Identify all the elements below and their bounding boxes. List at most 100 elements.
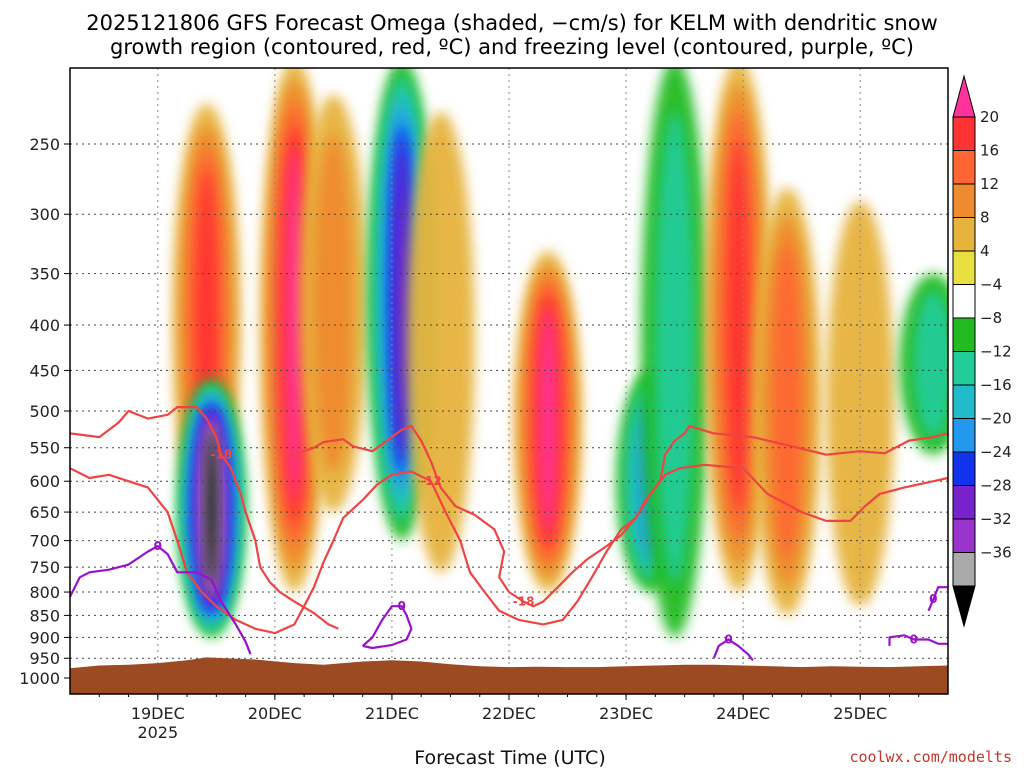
colorbar-segment xyxy=(952,150,976,185)
colorbar-segment xyxy=(952,418,976,453)
omega-feature xyxy=(826,201,895,607)
y-tick-label: 350 xyxy=(29,265,60,284)
y-tick-label: 900 xyxy=(29,628,60,647)
y-tick-label: 600 xyxy=(29,472,60,491)
omega-band xyxy=(913,290,948,438)
chart-title-line2: growth region (contoured, red, ºC) and f… xyxy=(110,35,914,59)
y-tick-label: 250 xyxy=(29,135,60,154)
omega-feature xyxy=(753,187,822,616)
colorbar-label: −32 xyxy=(980,510,1012,528)
colorbar-label: −28 xyxy=(980,477,1012,495)
colorbar-label: −16 xyxy=(980,376,1012,394)
y-tick-label: 650 xyxy=(29,503,60,522)
terrain xyxy=(70,657,948,694)
x-tick-label: 24DEC xyxy=(716,704,770,723)
omega-band xyxy=(826,201,895,607)
x-axis-label: Forecast Time (UTC) xyxy=(414,747,605,768)
x-tick-label: 19DEC xyxy=(131,704,185,723)
colorbar-segment xyxy=(952,116,976,151)
y-tick-label: 850 xyxy=(29,606,60,625)
x-tick-label: 21DEC xyxy=(365,704,419,723)
x-tick-label: 23DEC xyxy=(599,704,653,723)
omega-band xyxy=(773,244,802,559)
colorbar-segment xyxy=(952,183,976,218)
y-tick-label: 400 xyxy=(29,316,60,335)
y-tick-label: 750 xyxy=(29,558,60,577)
colorbar-label: 16 xyxy=(980,142,999,160)
colorbar-label: −4 xyxy=(980,276,1002,294)
omega-band xyxy=(539,307,557,536)
freezing-level-contour xyxy=(888,634,948,646)
colorbar-segment xyxy=(952,317,976,352)
colorbar-segment xyxy=(952,552,976,587)
freezing-level-contour-label: 0 xyxy=(724,633,732,647)
colorbar-label: −20 xyxy=(980,410,1012,428)
colorbar-segment xyxy=(952,284,976,319)
colorbar-label: −36 xyxy=(980,544,1012,562)
colorbar-label: −24 xyxy=(980,443,1012,461)
dendritic-contour xyxy=(70,406,339,630)
y-tick-label: 700 xyxy=(29,532,60,551)
dendritic-contour xyxy=(70,463,948,635)
freezing-level-contour xyxy=(361,605,413,650)
contours: -18 -18 -12 0 0 0 0 0 xyxy=(70,406,948,661)
omega-band xyxy=(206,428,217,588)
freezing-level-contour-label: 0 xyxy=(154,539,162,553)
dendritic-contour-label: -12 xyxy=(420,474,442,488)
colorbar-segment xyxy=(952,217,976,252)
dendritic-contour xyxy=(294,425,948,608)
omega-feature xyxy=(704,68,773,592)
freezing-level-contour-label: 0 xyxy=(929,592,937,606)
omega-feature xyxy=(640,68,709,638)
terrain-fill xyxy=(70,657,948,694)
omega-band xyxy=(655,112,695,584)
y-tick-label: 550 xyxy=(29,439,60,458)
omega-band xyxy=(313,133,354,473)
colorbar-label: −8 xyxy=(980,309,1002,327)
x-tick-label: 25DEC xyxy=(833,704,887,723)
colorbar-label: 4 xyxy=(980,242,990,260)
omega-feature xyxy=(899,273,948,455)
colorbar-bottom-arrow xyxy=(952,585,976,628)
colorbar-segment xyxy=(952,451,976,486)
omega-feature xyxy=(299,94,368,513)
colorbar-label: 20 xyxy=(980,108,999,126)
y-tick-label: 500 xyxy=(29,402,60,421)
omega-feature xyxy=(177,378,246,638)
omega-band xyxy=(394,142,410,456)
colorbar-segment xyxy=(952,250,976,285)
dendritic-contour-label: -18 xyxy=(210,448,232,462)
freezing-level-contour-label: 0 xyxy=(398,599,406,613)
omega-band xyxy=(285,147,304,504)
y-tick-label: 1000 xyxy=(19,669,60,688)
colorbar-top-arrow xyxy=(952,74,976,118)
colorbar-segment xyxy=(952,485,976,520)
freezing-level-contour xyxy=(70,545,252,655)
credit-text: coolwx.com/modelts xyxy=(849,748,1012,766)
y-tick-label: 300 xyxy=(29,205,60,224)
colorbar-segment xyxy=(952,518,976,553)
x-tick-label: 22DEC xyxy=(482,704,536,723)
freezing-level-contour-label: 0 xyxy=(910,633,918,647)
y-axis: 250 300 350 400 450 500 550 600 650 700 750 800 850 9… xyxy=(19,135,70,688)
x-tick-sublabel: 2025 xyxy=(137,723,178,742)
chart-title-line1: 2025121806 GFS Forecast Omega (shaded, −… xyxy=(86,11,938,35)
colorbar-label: 8 xyxy=(980,209,990,227)
colorbar-segment xyxy=(952,351,976,386)
omega-band xyxy=(727,139,750,511)
y-tick-label: 450 xyxy=(29,361,60,380)
colorbar-label: 12 xyxy=(980,175,999,193)
omega-feature xyxy=(406,111,475,573)
colorbar-label: −12 xyxy=(980,343,1012,361)
y-tick-label: 800 xyxy=(29,583,60,602)
dendritic-contour-label: -18 xyxy=(513,595,535,609)
x-tick-label: 20DEC xyxy=(248,704,302,723)
omega-band xyxy=(406,111,475,573)
freezing-level-contour xyxy=(712,638,754,661)
colorbar: 20 16 12 8 4 −4 −8 −12 −16 −20 −24 −28 −32 −36 xyxy=(952,74,1012,628)
colorbar-segment xyxy=(952,384,976,419)
omega-feature xyxy=(514,250,583,593)
y-tick-label: 950 xyxy=(29,649,60,668)
